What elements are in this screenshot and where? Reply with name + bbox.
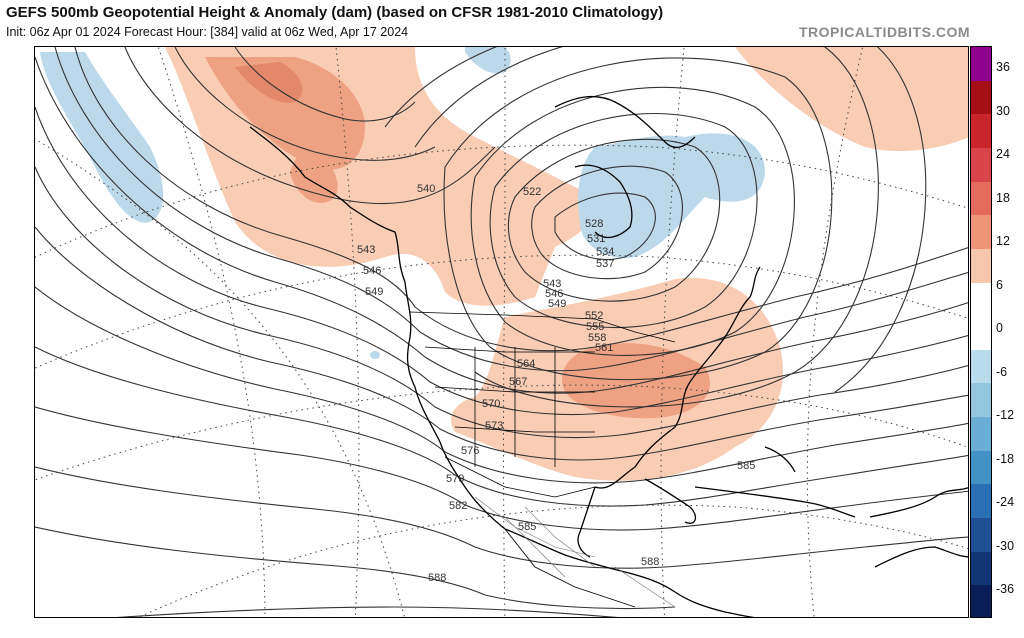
colorbar-segment [971,316,991,351]
contour-label: 540 [417,183,435,195]
contour-label: 585 [518,521,536,533]
colorbar-segment [971,349,991,384]
colorbar-segment [971,147,991,183]
colorbar-segment [971,450,991,485]
colorbar-tick-label: -12 [996,408,1015,422]
site-brand[interactable]: TROPICALTIDBITS.COM [798,24,970,40]
contour-label: 573 [485,420,503,432]
negative-anomaly-shading [40,47,765,359]
contour-label: 558 [588,332,606,344]
colorbar-tick-label: -6 [996,364,1008,379]
contour-label: 546 [363,265,381,277]
contour-label: 588 [641,556,659,568]
colorbar-segment [971,215,991,250]
colorbar-segment [971,114,991,149]
colorbar-tick-label: 30 [996,103,1010,118]
colorbar-tick-label: -36 [996,582,1015,596]
contour-label: 528 [585,218,603,230]
height-contours [35,47,968,617]
colorbar-tick-label: 24 [996,147,1010,161]
colorbar-segment [971,282,991,317]
colorbar-segment [971,248,991,284]
mexico-states [474,496,676,608]
colorbar-segment [971,417,991,452]
colorbar-tick-label: -30 [996,538,1015,553]
colorbar-segment [971,551,991,586]
colorbar-tick-label: 12 [996,234,1010,248]
contour-label: 585 [737,460,755,472]
colorbar-labels: 36 30 24 18 12 6 0 -6 -12 -18 -24 -30 -36 [994,46,1024,618]
strong-positive-anomaly [205,57,711,419]
contour-label: 537 [596,258,614,270]
contour-label: 582 [449,500,467,512]
colorbar-tick-label: -24 [996,495,1015,509]
colorbar-tick-label: -18 [996,451,1015,466]
contour-label: 543 [357,244,375,256]
contour-label: 549 [365,286,383,298]
contour-label: 531 [587,233,605,245]
contour-label: 570 [482,398,500,410]
chart-title: GEFS 500mb Geopotential Height & Anomaly… [6,4,664,21]
colorbar-segment [971,518,991,553]
chart-subtitle: Init: 06z Apr 01 2024 Forecast Hour: [38… [6,25,409,39]
political-borders [409,311,676,608]
colorbar-tick-label: 6 [996,277,1003,292]
contour-label: 522 [523,186,541,198]
contour-label: 546 [545,288,563,300]
contour-labels: 5225285315345375405435435465465495495525… [357,183,755,584]
colorbar-tick-label: 0 [996,321,1003,335]
contour-label: 576 [461,445,479,457]
colorbar-segment [971,47,991,82]
contour-label: 561 [595,342,613,354]
colorbar-tick-label: 36 [996,60,1010,74]
colorbar-segment [971,585,991,617]
contour-label: 552 [585,310,603,322]
map-canvas: 5225285315345375405435435465465495495525… [35,47,968,617]
colorbar-segment [971,80,991,115]
contour-label: 534 [596,246,614,258]
contour-label: 549 [548,298,566,310]
colorbar-segment [971,484,991,519]
contour-label: 543 [543,278,561,290]
colorbar-tick-label: 18 [996,190,1010,205]
contour-label: 564 [517,358,535,370]
coastlines [249,95,968,617]
anomaly-colorbar [970,46,992,618]
colorbar-segment [971,383,991,418]
graticule [35,47,968,617]
contour-label: 579 [446,473,464,485]
colorbar-segment [971,181,991,216]
contour-label: 567 [509,376,527,388]
map-panel: 522 528 531 534 537 540 543 543 546 546 549 549 552 5… [34,46,969,618]
contour-label: 555 [586,321,604,333]
contour-label: 588 [428,572,446,584]
